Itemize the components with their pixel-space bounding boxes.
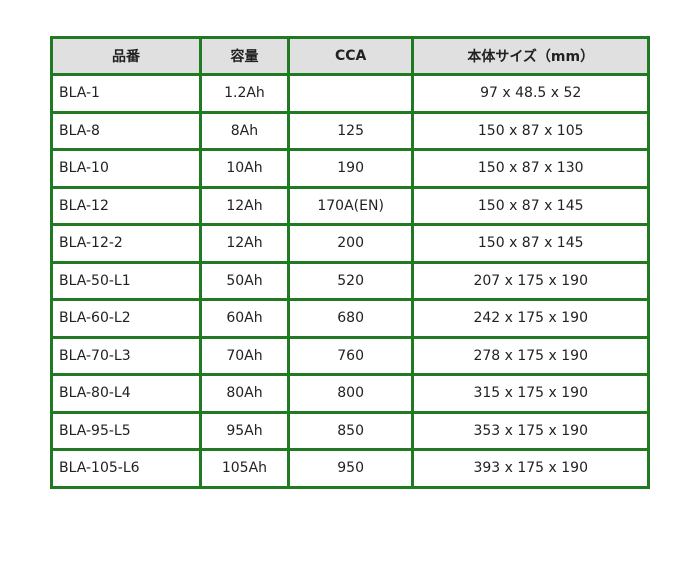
cell-part-number: BLA-95-L5 [49, 410, 203, 451]
cell-part-number: BLA-80-L4 [49, 373, 203, 414]
cell-part-number: BLA-10 [49, 148, 203, 189]
table-row: BLA-80-L4 80Ah 800 315 x 175 x 190 [49, 373, 650, 414]
cell-size: 315 x 175 x 190 [411, 373, 650, 414]
table-row: BLA-1 1.2Ah 97 x 48.5 x 52 [49, 73, 650, 114]
cell-capacity: 50Ah [199, 260, 290, 301]
cell-capacity: 80Ah [199, 373, 290, 414]
cell-capacity: 105Ah [199, 448, 290, 489]
header-size: 本体サイズ（mm） [411, 36, 650, 76]
cell-cca: 125 [286, 110, 415, 151]
cell-size: 393 x 175 x 190 [411, 448, 650, 489]
table-row: BLA-8 8Ah 125 150 x 87 x 105 [49, 110, 650, 151]
cell-part-number: BLA-60-L2 [49, 298, 203, 339]
cell-part-number: BLA-105-L6 [49, 448, 203, 489]
cell-part-number: BLA-70-L3 [49, 335, 203, 376]
header-cca: CCA [286, 36, 415, 76]
cell-part-number: BLA-12-2 [49, 223, 203, 264]
cell-capacity: 8Ah [199, 110, 290, 151]
table-row: BLA-12-2 12Ah 200 150 x 87 x 145 [49, 223, 650, 264]
table-row: BLA-60-L2 60Ah 680 242 x 175 x 190 [49, 298, 650, 339]
cell-size: 207 x 175 x 190 [411, 260, 650, 301]
cell-cca: 760 [286, 335, 415, 376]
cell-size: 353 x 175 x 190 [411, 410, 650, 451]
cell-cca: 520 [286, 260, 415, 301]
cell-capacity: 95Ah [199, 410, 290, 451]
cell-capacity: 10Ah [199, 148, 290, 189]
header-row: 品番 容量 CCA 本体サイズ（mm） [49, 36, 650, 76]
cell-part-number: BLA-12 [49, 185, 203, 226]
cell-cca: 850 [286, 410, 415, 451]
cell-size: 150 x 87 x 145 [411, 223, 650, 264]
cell-cca: 680 [286, 298, 415, 339]
cell-capacity: 70Ah [199, 335, 290, 376]
cell-part-number: BLA-50-L1 [49, 260, 203, 301]
cell-capacity: 60Ah [199, 298, 290, 339]
cell-cca: 190 [286, 148, 415, 189]
header-capacity: 容量 [199, 36, 290, 76]
header-part-number: 品番 [49, 36, 203, 76]
cell-capacity: 1.2Ah [199, 73, 290, 114]
cell-size: 150 x 87 x 130 [411, 148, 650, 189]
cell-cca [286, 73, 415, 114]
cell-size: 97 x 48.5 x 52 [411, 73, 650, 114]
table-row: BLA-12 12Ah 170A(EN) 150 x 87 x 145 [49, 185, 650, 226]
cell-size: 242 x 175 x 190 [411, 298, 650, 339]
table-row: BLA-10 10Ah 190 150 x 87 x 130 [49, 148, 650, 189]
cell-capacity: 12Ah [199, 185, 290, 226]
cell-cca: 200 [286, 223, 415, 264]
table-row: BLA-105-L6 105Ah 950 393 x 175 x 190 [49, 448, 650, 489]
cell-cca: 170A(EN) [286, 185, 415, 226]
table-row: BLA-50-L1 50Ah 520 207 x 175 x 190 [49, 260, 650, 301]
cell-size: 150 x 87 x 145 [411, 185, 650, 226]
table-row: BLA-70-L3 70Ah 760 278 x 175 x 190 [49, 335, 650, 376]
cell-size: 150 x 87 x 105 [411, 110, 650, 151]
cell-cca: 950 [286, 448, 415, 489]
battery-spec-table: 品番 容量 CCA 本体サイズ（mm） BLA-1 1.2Ah 97 x 48.5 … [49, 36, 650, 489]
cell-size: 278 x 175 x 190 [411, 335, 650, 376]
cell-part-number: BLA-1 [49, 73, 203, 114]
table-row: BLA-95-L5 95Ah 850 353 x 175 x 190 [49, 410, 650, 451]
cell-capacity: 12Ah [199, 223, 290, 264]
cell-cca: 800 [286, 373, 415, 414]
cell-part-number: BLA-8 [49, 110, 203, 151]
